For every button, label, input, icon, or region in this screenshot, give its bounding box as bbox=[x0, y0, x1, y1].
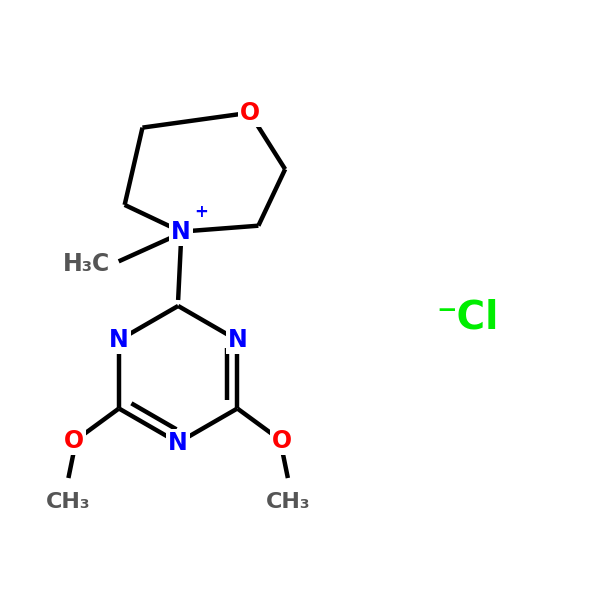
Text: O: O bbox=[64, 429, 85, 453]
Text: N: N bbox=[109, 328, 129, 352]
Text: N: N bbox=[227, 328, 247, 352]
Text: H₃C: H₃C bbox=[62, 253, 110, 277]
Text: ⁻Cl: ⁻Cl bbox=[437, 299, 499, 337]
Text: O: O bbox=[239, 101, 260, 125]
Text: +: + bbox=[194, 203, 208, 221]
Text: H: H bbox=[90, 253, 110, 277]
Text: N: N bbox=[171, 220, 191, 244]
Text: N: N bbox=[168, 431, 188, 455]
Text: CH₃: CH₃ bbox=[46, 492, 91, 512]
Text: CH₃: CH₃ bbox=[266, 492, 310, 512]
Text: O: O bbox=[272, 429, 292, 453]
